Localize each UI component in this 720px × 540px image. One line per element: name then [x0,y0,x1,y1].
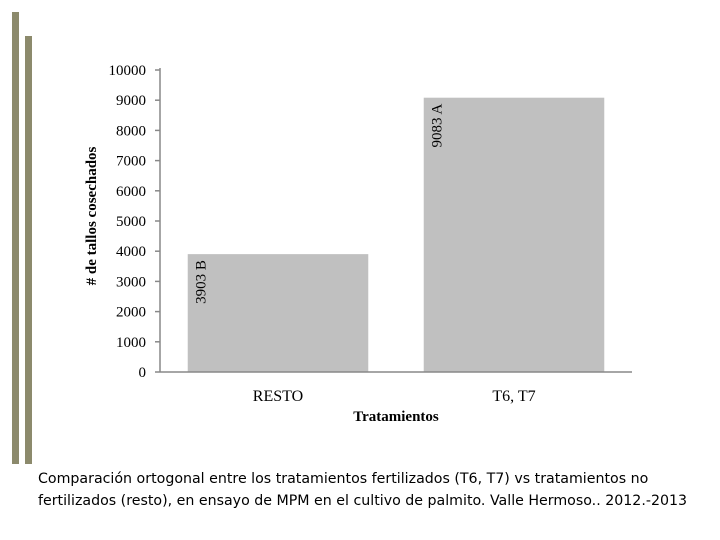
y-tick-label: 9000 [116,93,146,109]
y-axis-title: # de tallos cosechados [84,146,100,285]
y-tick-label: 2000 [116,305,146,321]
data-labels: 3903 B 9083 A [194,104,446,304]
y-tick-label: 7000 [116,154,146,170]
y-tick-label: 1000 [116,335,146,351]
decorative-bar-right [25,36,32,464]
category-label: T6, T7 [492,388,535,405]
bar-chart: 0 1000 2000 3000 4000 5000 6000 7000 8000 9000 100… [84,63,632,425]
axes [155,68,632,373]
x-axis-title: Tratamientos [353,409,439,425]
y-tick-label: 8000 [116,123,146,139]
bar [187,254,369,372]
bar [423,97,605,373]
y-tick-label: 5000 [116,214,146,230]
y-tick-labels: 0 1000 2000 3000 4000 5000 6000 7000 8000 9000 100… [109,63,147,381]
data-label: 9083 A [430,104,446,148]
decorative-bar-left [12,12,19,464]
bars [187,97,605,373]
figure-caption: Comparación ortogonal entre los tratamie… [38,471,688,509]
y-tick-label: 6000 [116,184,146,200]
y-tick-label: 4000 [116,244,146,260]
y-tick-label: 10000 [109,63,147,79]
y-tick-label: 0 [139,365,147,381]
category-labels: RESTO T6, T7 [253,388,536,405]
data-label: 3903 B [194,260,210,304]
y-tick-label: 3000 [116,274,146,290]
category-label: RESTO [253,388,303,405]
